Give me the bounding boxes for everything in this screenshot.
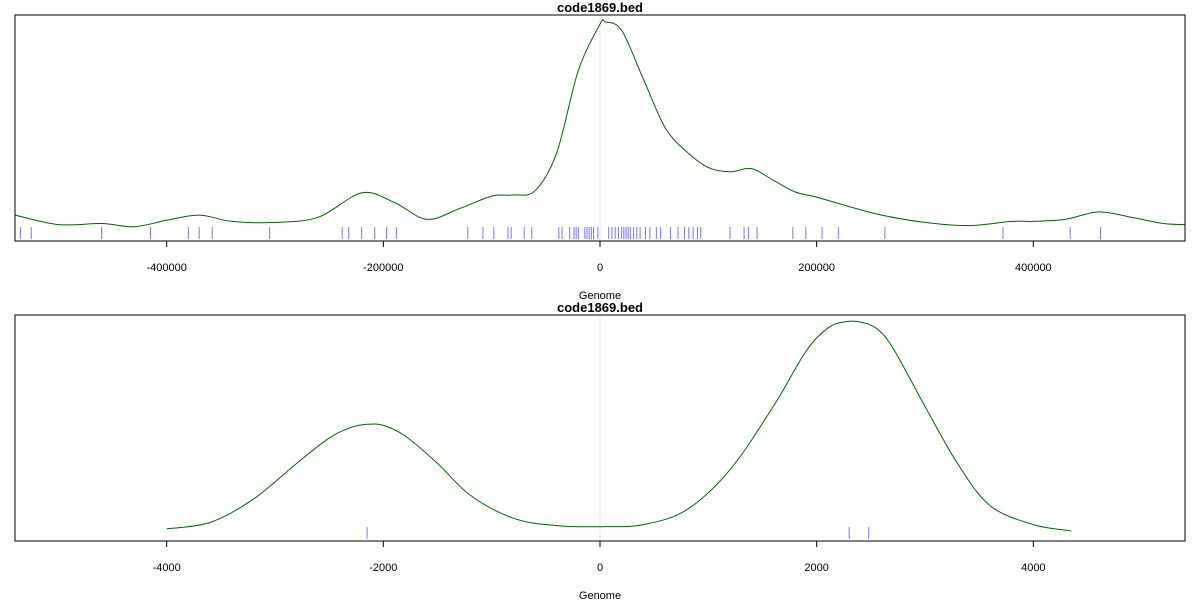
x-tick-label: 200000 bbox=[798, 262, 835, 274]
chart-title-top: code1869.bed bbox=[557, 0, 643, 15]
chart-panel-top: code1869.bed -400000 -200000 0 200000 400000… bbox=[14, 0, 1186, 302]
x-tick-label: -2000 bbox=[369, 562, 397, 574]
x-tick-label: -4000 bbox=[153, 562, 181, 574]
x-tick-label: 2000 bbox=[804, 562, 828, 574]
rug-marks-bottom bbox=[366, 527, 870, 539]
x-axis-bottom: -4000 -2000 0 2000 4000 bbox=[153, 541, 1046, 574]
x-tick-label: -400000 bbox=[146, 262, 186, 274]
chart-panel-bottom: code1869.bed -4000 -2000 0 2000 4000 Genome bbox=[14, 300, 1186, 600]
x-tick-label: 0 bbox=[597, 562, 603, 574]
x-axis-top: -400000 -200000 0 200000 400000 bbox=[146, 241, 1052, 274]
x-tick-label: 0 bbox=[597, 262, 603, 274]
x-axis-label-top: Genome bbox=[579, 290, 621, 302]
density-curve-bottom bbox=[166, 320, 1072, 532]
x-tick-label: -200000 bbox=[363, 262, 403, 274]
x-axis-label-bottom: Genome bbox=[579, 590, 621, 600]
chart-title-bottom: code1869.bed bbox=[557, 300, 643, 315]
rug-marks-top bbox=[19, 227, 1101, 239]
density-curve-top bbox=[14, 19, 1186, 228]
x-tick-label: 400000 bbox=[1015, 262, 1052, 274]
x-tick-label: 4000 bbox=[1021, 562, 1045, 574]
